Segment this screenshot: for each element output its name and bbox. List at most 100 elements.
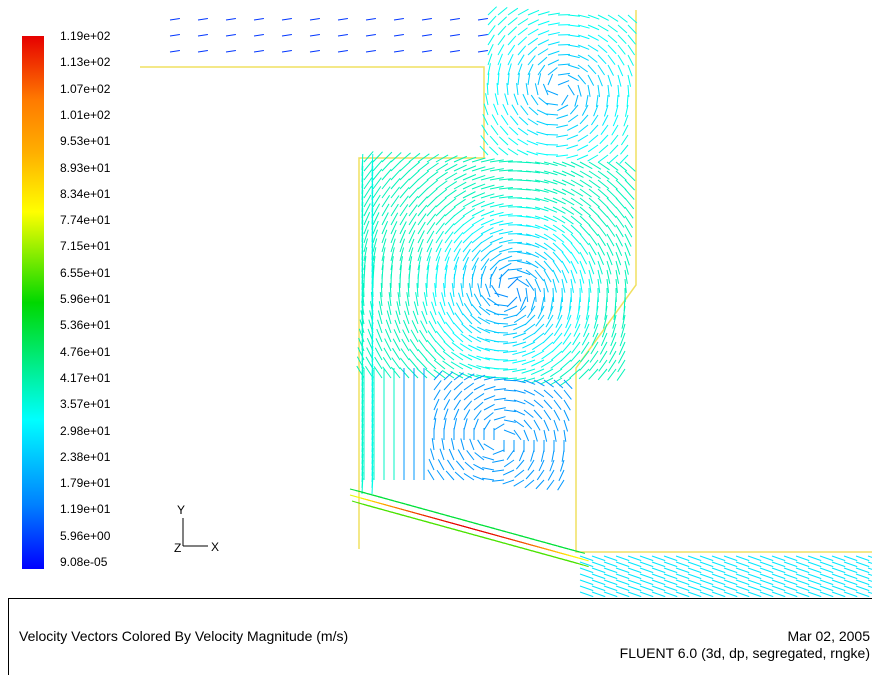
velocity-vector (462, 232, 474, 244)
velocity-vector (507, 7, 519, 16)
color-scale-label: 4.17e+01 (60, 370, 111, 385)
velocity-vector (471, 233, 484, 244)
velocity-vector (603, 573, 618, 580)
velocity-vector (624, 161, 636, 172)
velocity-vector (561, 278, 566, 293)
velocity-vector (394, 319, 401, 334)
velocity-vector (453, 399, 461, 411)
velocity-vector (590, 341, 599, 355)
velocity-vector (498, 213, 513, 217)
velocity-vector (503, 305, 518, 313)
velocity-vector (615, 573, 630, 580)
velocity-vector (502, 469, 515, 476)
velocity-vector (435, 222, 445, 235)
velocity-vector (556, 154, 569, 157)
velocity-vector (430, 448, 435, 461)
velocity-vector (363, 229, 369, 244)
velocity-vector (855, 555, 870, 562)
velocity-vector (552, 233, 565, 243)
velocity-vector (615, 188, 627, 200)
velocity-vector (525, 269, 538, 280)
velocity-vector (426, 162, 439, 172)
velocity-vector (225, 34, 236, 37)
velocity-vector (399, 152, 411, 163)
velocity-vector (597, 242, 606, 256)
velocity-vector (590, 114, 599, 126)
velocity-vector (711, 579, 726, 586)
velocity-vector (550, 368, 563, 378)
axis-z-label: Z (174, 541, 181, 555)
velocity-vector (463, 391, 474, 401)
velocity-vector (473, 401, 484, 411)
velocity-vector (453, 248, 461, 262)
velocity-vector (561, 287, 564, 303)
velocity-vector (598, 144, 609, 154)
velocity-vector (570, 269, 576, 284)
velocity-vector (533, 399, 544, 409)
velocity-vector (471, 249, 481, 262)
velocity-vector (493, 388, 506, 391)
velocity-vector (537, 56, 548, 66)
velocity-vector (444, 231, 454, 244)
velocity-vector (587, 14, 600, 20)
velocity-vector (618, 341, 626, 355)
velocity-vector (507, 250, 523, 253)
velocity-vector (831, 561, 846, 568)
velocity-vector (624, 251, 630, 266)
velocity-vector (372, 177, 382, 190)
velocity-vector (579, 197, 592, 207)
velocity-vector (579, 278, 583, 293)
velocity-vector (507, 276, 522, 280)
velocity-vector (552, 278, 557, 293)
velocity-vector (521, 359, 536, 366)
velocity-vector (507, 44, 516, 56)
velocity-vector (466, 292, 473, 307)
velocity-vector (435, 163, 449, 172)
velocity-vector (489, 211, 504, 217)
velocity-vector (253, 34, 264, 37)
velocity-vector (579, 260, 586, 275)
velocity-vector (365, 34, 376, 37)
velocity-vector (409, 339, 419, 352)
velocity-vector (597, 54, 607, 65)
velocity-vector (597, 269, 602, 284)
velocity-vector (603, 561, 618, 568)
velocity-vector (585, 94, 589, 107)
velocity-vector (473, 463, 485, 471)
velocity-vector (597, 260, 603, 275)
axis-x-label: X (211, 540, 219, 554)
velocity-vector (534, 269, 545, 282)
velocity-vector (687, 555, 702, 562)
velocity-vector (459, 362, 473, 370)
velocity-vector (455, 302, 464, 316)
velocity-vector (597, 197, 609, 209)
velocity-vector (576, 305, 581, 320)
velocity-vector (612, 314, 617, 329)
velocity-vector (615, 251, 622, 266)
velocity-vector (579, 573, 594, 580)
velocity-vector (443, 283, 446, 298)
velocity-vector (783, 567, 798, 574)
velocity-vector (747, 555, 762, 562)
velocity-vector (607, 359, 617, 372)
graphics-viewport[interactable]: Y Z X 1.19e+02 1.13e+02 1.07e+02 1.01e+02 9.… (0, 0, 872, 600)
velocity-vector (525, 83, 529, 96)
velocity-vector (593, 314, 599, 329)
velocity-vector (591, 573, 606, 580)
velocity-vector (476, 355, 491, 361)
velocity-vector (639, 579, 654, 586)
velocity-vector (522, 332, 536, 341)
velocity-vector (567, 124, 579, 131)
velocity-vector (525, 251, 540, 258)
velocity-vector (517, 27, 528, 36)
velocity-vector (517, 54, 525, 66)
velocity-vector (687, 561, 702, 568)
velocity-vector (546, 102, 559, 106)
velocity-vector (540, 377, 554, 385)
velocity-vector (601, 323, 608, 338)
velocity-vector (534, 287, 537, 302)
velocity-vector (533, 419, 541, 431)
velocity-vector (469, 438, 475, 451)
velocity-vector (615, 278, 618, 293)
velocity-vector (516, 269, 531, 276)
